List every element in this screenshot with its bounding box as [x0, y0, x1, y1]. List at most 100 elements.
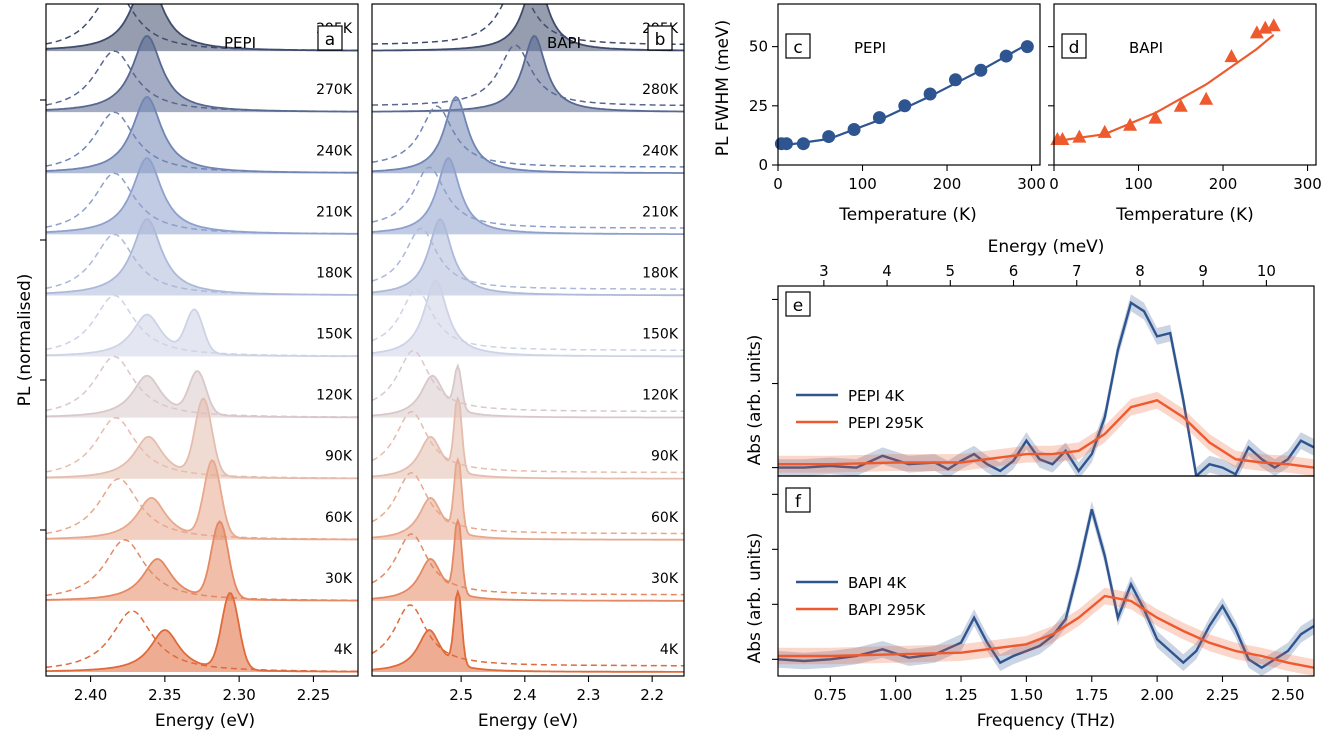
c-point-4: [847, 122, 861, 136]
e-top-xtick-label-2: 5: [946, 262, 956, 280]
panel-c-xlabel: Temperature (K): [838, 205, 977, 225]
panel-e: e Energy (meV) 3 4 5 6 7 8 9 10 Abs (arb. units…: [745, 237, 1315, 477]
panel-b: 295K280K240K210K180K150K120K90K60K30K4K …: [371, 3, 685, 731]
panel-c-letter: c: [793, 38, 802, 58]
b-abs-dashed-180K: [372, 227, 684, 290]
b-abs-dashed-295K: [372, 4, 684, 46]
b-pl-line-280K: [372, 34, 684, 113]
panel-c-letter-box: [785, 33, 811, 59]
b-pl-fill-210K: [372, 158, 684, 235]
a-temp-label-30K: 30K: [325, 571, 353, 587]
c-point-10: [999, 49, 1013, 63]
panel-e-letter-box: [785, 291, 811, 317]
panel-b-label: BAPI: [547, 34, 581, 52]
a-xtick-label-1: 2.35: [148, 686, 181, 704]
b-abs-dashed-90K: [372, 410, 684, 474]
legend-e-label-0: PEPI 4K: [848, 387, 905, 405]
e-top-xtick-label-4: 7: [1072, 262, 1082, 280]
c-ytick-label-0: 0: [758, 156, 768, 174]
panel-c: c PEPI 0 100 200 300 0 25 50 Temperature (K) P…: [713, 3, 1046, 225]
c-ytick-label-1: 25: [749, 97, 768, 115]
b-pl-line-120K: [372, 363, 684, 419]
b-pl-fill-280K: [372, 35, 684, 113]
b-abs-dashed-60K: [372, 472, 684, 535]
a-abs-dashed-60K: [46, 478, 358, 540]
e-top-xtick-label-7: 10: [1257, 262, 1276, 280]
c-point-8: [948, 73, 962, 87]
a-traces: [46, 4, 358, 673]
panel-f-letter: f: [795, 492, 802, 512]
b-pl-line-150K: [372, 279, 684, 358]
d-xtick-label-1: 100: [1124, 175, 1153, 193]
b-xtick-label-0: 2.5: [449, 686, 473, 704]
d-xtick-label-0: 0: [1049, 175, 1059, 193]
f-xtick-label-3: 1.50: [1010, 686, 1043, 704]
c-xtick-label-2: 200: [933, 175, 962, 193]
a-temp-label-120K: 120K: [316, 388, 353, 404]
b-xtick-label-3: 2.2: [640, 686, 664, 704]
b-pl-line-60K: [372, 456, 684, 541]
b-temp-label-30K: 30K: [651, 571, 679, 587]
e-top-xtick-label-6: 9: [1198, 262, 1208, 280]
b-abs-dashed-150K: [372, 288, 684, 351]
f-xtick-label-2: 1.25: [944, 686, 977, 704]
b-xtick-label-2: 2.3: [577, 686, 601, 704]
panel-d-frame: [1053, 3, 1317, 166]
a-xtick-label-0: 2.40: [74, 686, 107, 704]
panel-a-xlabel: Energy (eV): [155, 711, 255, 731]
f-xtick-label-1: 1.00: [879, 686, 912, 704]
c-fit-line: [777, 43, 1028, 148]
a-pl-fill-210K: [46, 158, 358, 235]
a-abs-dashed-295K: [46, 4, 358, 52]
b-abs-dashed-4K: [372, 604, 684, 667]
a-pl-fill-150K: [46, 309, 358, 357]
b-pl-line-30K: [372, 518, 684, 602]
e-band-1: [778, 391, 1314, 476]
b-pl-line-295K: [372, 4, 684, 52]
panel-e-top-xlabel: Energy (meV): [988, 237, 1105, 257]
e-top-xtick-label-1: 4: [882, 262, 892, 280]
panel-f: f 0.75 1.00 1.25 1.50 1.75 2.00 2.25 2.50 Frequ…: [745, 475, 1315, 731]
panel-b-letter-box: [647, 25, 673, 51]
c-xtick-label-1: 100: [848, 175, 877, 193]
a-pl-fill-270K: [46, 35, 358, 113]
b-traces: [372, 4, 684, 673]
e-top-xtick-label-3: 6: [1009, 262, 1019, 280]
panel-c-ylabel: PL FWHM (meV): [713, 20, 733, 156]
e-top-xtick-label-0: 3: [819, 262, 829, 280]
a-abs-dashed-180K: [46, 233, 358, 296]
panel-d-xlabel: Temperature (K): [1115, 205, 1254, 225]
panel-a-letter: a: [325, 30, 335, 50]
panel-b-frame: [371, 3, 685, 677]
panel-a-ylabel: PL (normalised): [15, 274, 35, 407]
b-pl-line-90K: [372, 395, 684, 480]
a-pl-fill-90K: [46, 398, 358, 479]
b-pl-fill-240K: [372, 96, 684, 174]
f-xtick-label-4: 1.75: [1075, 686, 1108, 704]
c-xtick-label-3: 300: [1017, 175, 1046, 193]
a-pl-fill-180K: [46, 219, 358, 296]
b-pl-line-180K: [372, 217, 684, 297]
a-pl-fill-4K: [46, 593, 358, 672]
d-point-2: [1072, 129, 1087, 143]
f-xtick-label-0: 0.75: [814, 686, 847, 704]
b-pl-fill-150K: [372, 280, 684, 357]
panel-b-letter: b: [655, 30, 666, 50]
a-abs-dashed-4K: [46, 610, 358, 673]
panel-d-letter-box: [1061, 33, 1087, 59]
b-temp-label-280K: 280K: [642, 82, 679, 98]
a-temp-label-60K: 60K: [325, 510, 353, 526]
d-point-1: [1055, 131, 1070, 145]
c-point-9: [974, 63, 988, 77]
b-temp-label-180K: 180K: [642, 265, 679, 281]
b-pl-line-240K: [372, 95, 684, 174]
f-xtick-label-7: 2.50: [1271, 686, 1304, 704]
legend-f-label-0: BAPI 4K: [848, 574, 907, 592]
c-xtick-label-0: 0: [773, 175, 783, 193]
c-point-6: [898, 99, 912, 113]
panel-b-xlabel: Energy (eV): [478, 711, 578, 731]
d-xtick-label-2: 200: [1209, 175, 1238, 193]
a-pl-fill-120K: [46, 371, 358, 418]
a-xtick-label-3: 2.25: [297, 686, 330, 704]
